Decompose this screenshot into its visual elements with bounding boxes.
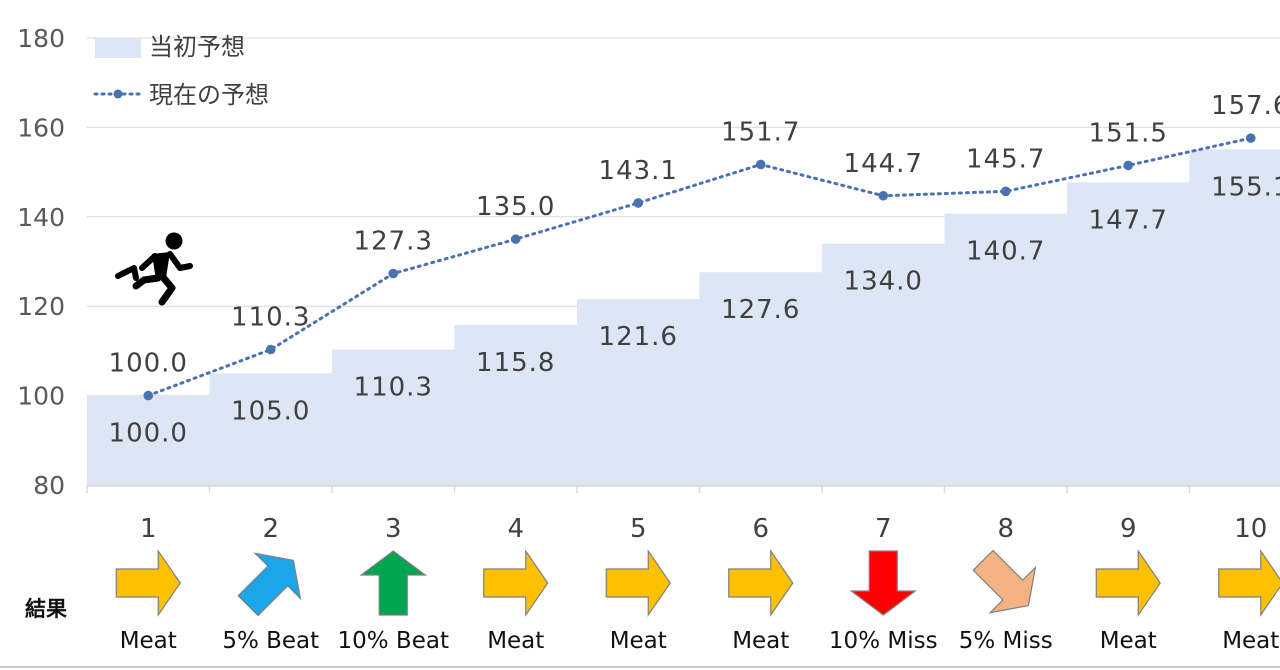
- result-arrow-right-icon: [115, 549, 181, 617]
- initial-forecast-label: 115.8: [476, 348, 555, 378]
- current-forecast-label: 151.5: [1089, 118, 1168, 148]
- result-label: 10% Miss: [829, 628, 938, 654]
- y-tick-label: 120: [17, 292, 65, 321]
- initial-forecast-label: 127.6: [721, 295, 800, 325]
- y-axis-ticks: 80 100 120 140 160 180: [17, 24, 65, 500]
- result-arrow-right-icon: [728, 549, 794, 617]
- initial-forecast-step: [1189, 149, 1280, 486]
- initial-forecast-step: [87, 395, 210, 485]
- x-tick-label: 7: [875, 514, 892, 544]
- current-forecast-label: 157.6: [1211, 91, 1280, 121]
- x-tick-label: 3: [385, 514, 402, 544]
- current-forecast-point: [1245, 133, 1256, 143]
- current-forecast-point: [388, 268, 399, 279]
- current-forecast-point: [510, 234, 521, 244]
- initial-forecast-step: [1067, 182, 1190, 486]
- initial-forecast-step: [577, 299, 700, 485]
- result-arrow-up-right-icon: [237, 552, 302, 617]
- x-tick-label: 9: [1120, 514, 1137, 544]
- result-label: 5% Miss: [959, 628, 1053, 654]
- legend: 当初予想 現在の予想: [93, 33, 269, 109]
- x-axis: 1 2 3 4 5 6 7 8 9 10: [86, 485, 1280, 544]
- initial-forecast-step: [822, 243, 945, 485]
- initial-forecast-step: [699, 272, 823, 485]
- initial-forecast-label: 134.0: [844, 267, 923, 297]
- data-labels: 100.0 105.0 110.3 115.8 121.6 127.6 134.0 140.7…: [109, 91, 1280, 448]
- current-forecast-point: [755, 159, 766, 170]
- y-tick-label: 140: [17, 203, 65, 232]
- y-tick-label: 100: [17, 382, 65, 411]
- current-forecast-line-path: [146, 136, 1253, 398]
- x-tick-label: 5: [630, 514, 647, 544]
- x-tick-label: 8: [997, 514, 1014, 544]
- current-forecast-line: [143, 133, 1256, 401]
- results-row-title: 結果: [25, 597, 67, 621]
- current-forecast-label: 143.1: [599, 156, 678, 186]
- result-arrow-right-icon: [1095, 549, 1161, 617]
- x-tick-label: 1: [140, 514, 157, 544]
- results-row: Meat 5% Beat 10% Beat Meat Meat Meat 10% Miss 5…: [115, 549, 1280, 654]
- result-arrow-right-icon: [483, 549, 549, 617]
- x-tick-label: 10: [1234, 514, 1267, 544]
- result-label: Meat: [1100, 628, 1157, 654]
- current-forecast-point: [265, 344, 276, 355]
- bottom-divider: [0, 666, 1280, 668]
- current-forecast-point: [878, 190, 889, 201]
- legend-label-initial: 当初予想: [149, 33, 245, 61]
- result-label: 10% Beat: [338, 628, 449, 654]
- x-tick-label: 4: [507, 514, 524, 544]
- current-forecast-point: [633, 198, 644, 208]
- result-arrow-right-icon: [605, 549, 671, 617]
- initial-forecast-label: 100.0: [109, 419, 188, 449]
- result-arrow-down-right-icon: [972, 549, 1037, 614]
- initial-forecast-steps: [87, 149, 1280, 486]
- x-tick-label: 2: [262, 514, 279, 544]
- initial-forecast-label: 110.3: [354, 373, 433, 403]
- legend-swatch-initial: [95, 38, 141, 58]
- current-forecast-label: 135.0: [476, 192, 555, 222]
- result-label: 5% Beat: [222, 628, 319, 654]
- initial-forecast-label: 121.6: [599, 322, 678, 352]
- legend-label-current: 現在の予想: [149, 81, 269, 109]
- current-forecast-label: 110.3: [231, 303, 310, 333]
- y-tick-label: 80: [33, 471, 65, 500]
- initial-forecast-label: 140.7: [966, 237, 1045, 267]
- initial-forecast-label: 155.1: [1211, 172, 1280, 202]
- result-label: Meat: [732, 628, 789, 654]
- initial-forecast-step: [209, 373, 333, 485]
- current-forecast-point: [1123, 160, 1134, 171]
- current-forecast-point: [1000, 186, 1011, 197]
- initial-forecast-step: [944, 213, 1068, 485]
- y-tick-label: 180: [17, 24, 65, 53]
- result-arrow-up-icon: [359, 550, 428, 616]
- result-arrow-down-icon: [849, 550, 918, 616]
- result-label: Meat: [487, 628, 544, 654]
- initial-forecast-step: [454, 324, 578, 485]
- running-person-icon: [115, 232, 193, 306]
- y-tick-label: 160: [17, 113, 65, 142]
- initial-forecast-label: 105.0: [231, 396, 310, 426]
- result-label: Meat: [120, 628, 177, 654]
- initial-forecast-step: [332, 349, 455, 485]
- current-forecast-label: 144.7: [844, 149, 923, 179]
- current-forecast-label: 151.7: [721, 118, 800, 148]
- current-forecast-label: 100.0: [109, 349, 188, 379]
- result-label: Meat: [610, 628, 667, 654]
- result-arrow-right-icon: [1218, 549, 1280, 617]
- current-forecast-label: 145.7: [966, 144, 1045, 174]
- initial-forecast-label: 147.7: [1089, 205, 1168, 235]
- result-label: Meat: [1222, 628, 1279, 654]
- current-forecast-point: [143, 390, 154, 401]
- current-forecast-label: 127.3: [354, 227, 433, 257]
- legend-marker-current: [113, 89, 123, 99]
- x-tick-label: 6: [752, 514, 769, 544]
